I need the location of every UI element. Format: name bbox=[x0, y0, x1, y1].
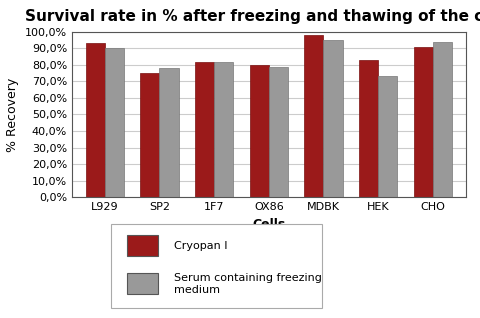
Bar bbox=[140, 73, 159, 197]
Bar bbox=[324, 40, 343, 197]
Bar bbox=[195, 62, 214, 197]
Text: Serum containing freezing
medium: Serum containing freezing medium bbox=[174, 273, 322, 295]
Bar bbox=[359, 60, 378, 197]
X-axis label: Cells: Cells bbox=[252, 218, 286, 231]
Bar bbox=[433, 42, 452, 197]
Bar bbox=[378, 76, 397, 197]
Bar bbox=[214, 62, 233, 197]
Y-axis label: % Recovery: % Recovery bbox=[6, 77, 20, 152]
Bar bbox=[250, 65, 269, 197]
Bar bbox=[304, 35, 324, 197]
Bar bbox=[159, 68, 179, 197]
FancyBboxPatch shape bbox=[127, 235, 158, 256]
Title: Survival rate in % after freezing and thawing of the cells: Survival rate in % after freezing and th… bbox=[25, 9, 480, 24]
Bar bbox=[414, 47, 433, 197]
Bar bbox=[269, 66, 288, 197]
FancyBboxPatch shape bbox=[127, 273, 158, 294]
Text: Cryopan I: Cryopan I bbox=[174, 241, 228, 251]
FancyBboxPatch shape bbox=[111, 224, 322, 308]
Bar bbox=[105, 48, 124, 197]
Bar bbox=[85, 43, 105, 197]
